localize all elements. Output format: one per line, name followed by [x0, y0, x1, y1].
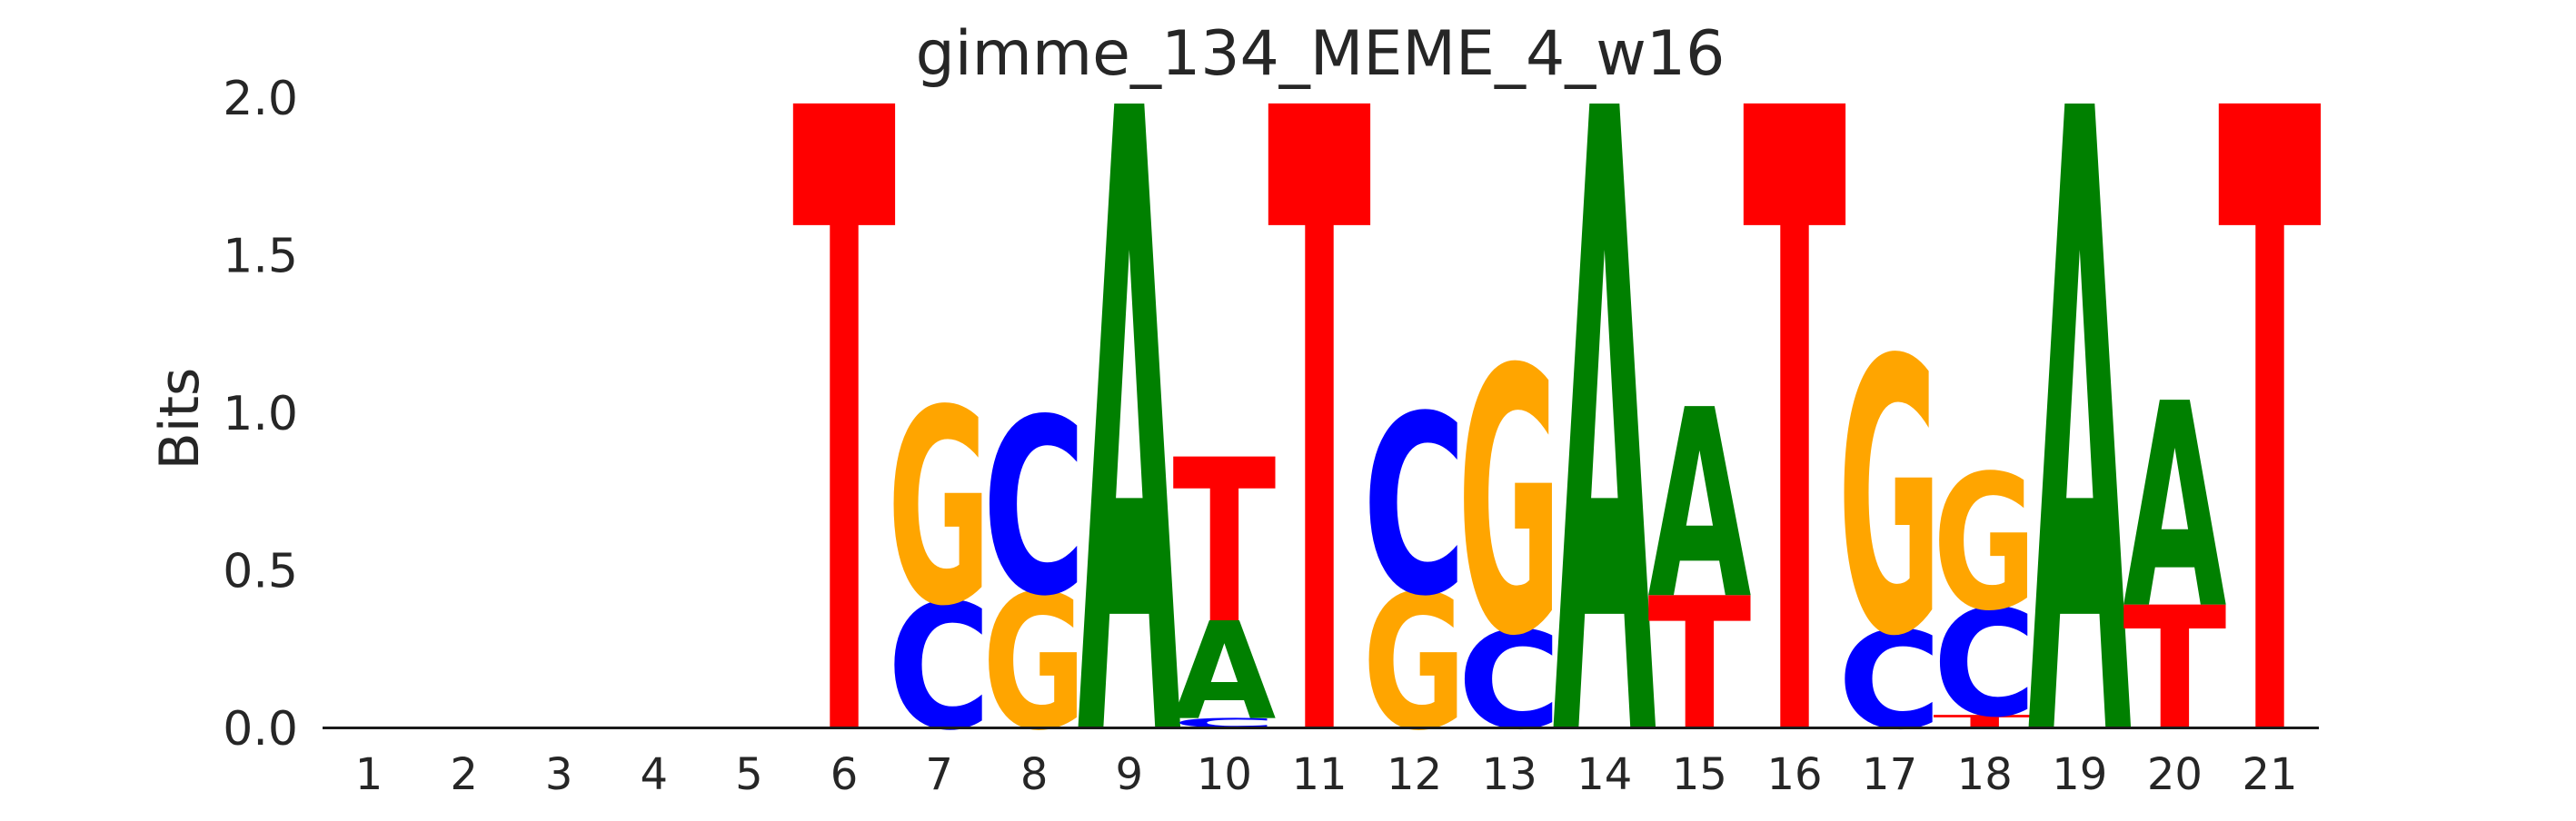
- x-tick-label: 14: [1576, 749, 1632, 800]
- logo-letter-C: C: [982, 369, 1086, 649]
- x-tick-label: 17: [1862, 749, 1917, 800]
- x-tick-label: 5: [735, 749, 763, 800]
- logo-letter-A: A: [2028, 0, 2133, 821]
- logo-letter-C: C: [1457, 603, 1561, 759]
- logo-letter-G: G: [888, 354, 991, 666]
- x-tick-label: 4: [641, 749, 669, 800]
- x-tick-label: 10: [1197, 749, 1252, 800]
- logo-letter-G: G: [1933, 437, 2036, 653]
- svg-text:G: G: [1363, 557, 1467, 773]
- svg-text:C: C: [1363, 364, 1467, 650]
- svg-text:A: A: [1172, 593, 1276, 749]
- svg-text:T: T: [792, 0, 897, 817]
- svg-text:T: T: [1743, 0, 1847, 817]
- logo-letter-T: T: [2123, 571, 2226, 768]
- svg-text:T: T: [1647, 560, 1751, 771]
- chart-title: gimme_134_MEME_4_w16: [916, 18, 1726, 90]
- logo-letter-C: C: [1933, 579, 2036, 750]
- x-tick-label: 18: [1957, 749, 2013, 800]
- svg-text:C: C: [1838, 603, 1942, 759]
- x-tick-label: 12: [1387, 749, 1442, 800]
- x-tick-label: 15: [1672, 749, 1727, 800]
- x-tick-label: 20: [2147, 749, 2203, 800]
- logo-letter-T: T: [2218, 0, 2322, 821]
- logo-letter-G: G: [1363, 557, 1467, 773]
- y-tick-label: 0.0: [223, 702, 298, 757]
- x-tick-label: 2: [450, 749, 478, 800]
- svg-text:A: A: [2123, 345, 2226, 672]
- x-tick-label: 7: [925, 749, 953, 800]
- logo-letter-T: T: [1647, 560, 1751, 771]
- y-tick-label: 1.0: [223, 387, 298, 441]
- y-axis-label: Bits: [148, 368, 212, 470]
- logo-letter-T: T: [792, 0, 897, 821]
- logo-letter-G: G: [1457, 292, 1561, 716]
- svg-text:T: T: [2123, 571, 2226, 768]
- logo-letter-A: A: [1647, 354, 1751, 657]
- svg-text:G: G: [1933, 437, 2036, 653]
- y-tick-label: 0.5: [223, 545, 298, 599]
- svg-text:C: C: [1457, 603, 1561, 759]
- x-tick-label: 19: [2052, 749, 2107, 800]
- svg-text:A: A: [1647, 354, 1751, 657]
- x-tick-labels: 1 2 3 4 5 6 7 8 9 10 11 12 13 14 15 16 17 18 19 20 21: [355, 749, 2298, 800]
- logo-letter-T: T: [1172, 411, 1276, 673]
- x-tick-label: 21: [2242, 749, 2297, 800]
- svg-text:A: A: [1078, 0, 1182, 817]
- logo-letter-A: A: [1553, 0, 1657, 821]
- svg-text:G: G: [1838, 281, 1942, 719]
- logo-letter-A: A: [2123, 345, 2226, 672]
- logo-letter-A: A: [1172, 593, 1276, 749]
- y-tick-labels: 0.0 0.5 1.0 1.5 2.0: [223, 72, 298, 757]
- svg-text:T: T: [2218, 0, 2322, 817]
- x-tick-label: 3: [545, 749, 573, 800]
- x-tick-label: 11: [1291, 749, 1347, 800]
- svg-text:G: G: [982, 557, 1086, 773]
- logo-letter-T: T: [1268, 0, 1372, 821]
- x-tick-label: 13: [1482, 749, 1537, 800]
- logo-letter-G: G: [1838, 281, 1942, 719]
- svg-text:T: T: [1172, 411, 1276, 673]
- logo-letter-C: C: [1838, 603, 1942, 759]
- svg-text:A: A: [1553, 0, 1657, 817]
- svg-text:C: C: [982, 369, 1086, 649]
- logo-letter-A: A: [1078, 0, 1182, 821]
- logo-letter-C: C: [888, 568, 991, 768]
- logo-letter-G: G: [982, 557, 1086, 773]
- svg-text:T: T: [1268, 0, 1372, 817]
- logo-letter-C: C: [1363, 364, 1467, 650]
- svg-text:A: A: [2028, 0, 2133, 817]
- logo-letter-T: T: [1743, 0, 1847, 821]
- y-tick-label: 2.0: [223, 72, 298, 126]
- x-tick-label: 8: [1020, 749, 1049, 800]
- svg-text:G: G: [1457, 292, 1561, 716]
- x-tick-label: 16: [1766, 749, 1822, 800]
- y-tick-label: 1.5: [223, 230, 298, 284]
- svg-text:C: C: [888, 568, 991, 768]
- svg-text:G: G: [888, 354, 991, 666]
- x-tick-label: 1: [355, 749, 383, 800]
- x-tick-label: 9: [1116, 749, 1144, 800]
- x-tick-label: 6: [830, 749, 859, 800]
- svg-text:C: C: [1933, 579, 2036, 750]
